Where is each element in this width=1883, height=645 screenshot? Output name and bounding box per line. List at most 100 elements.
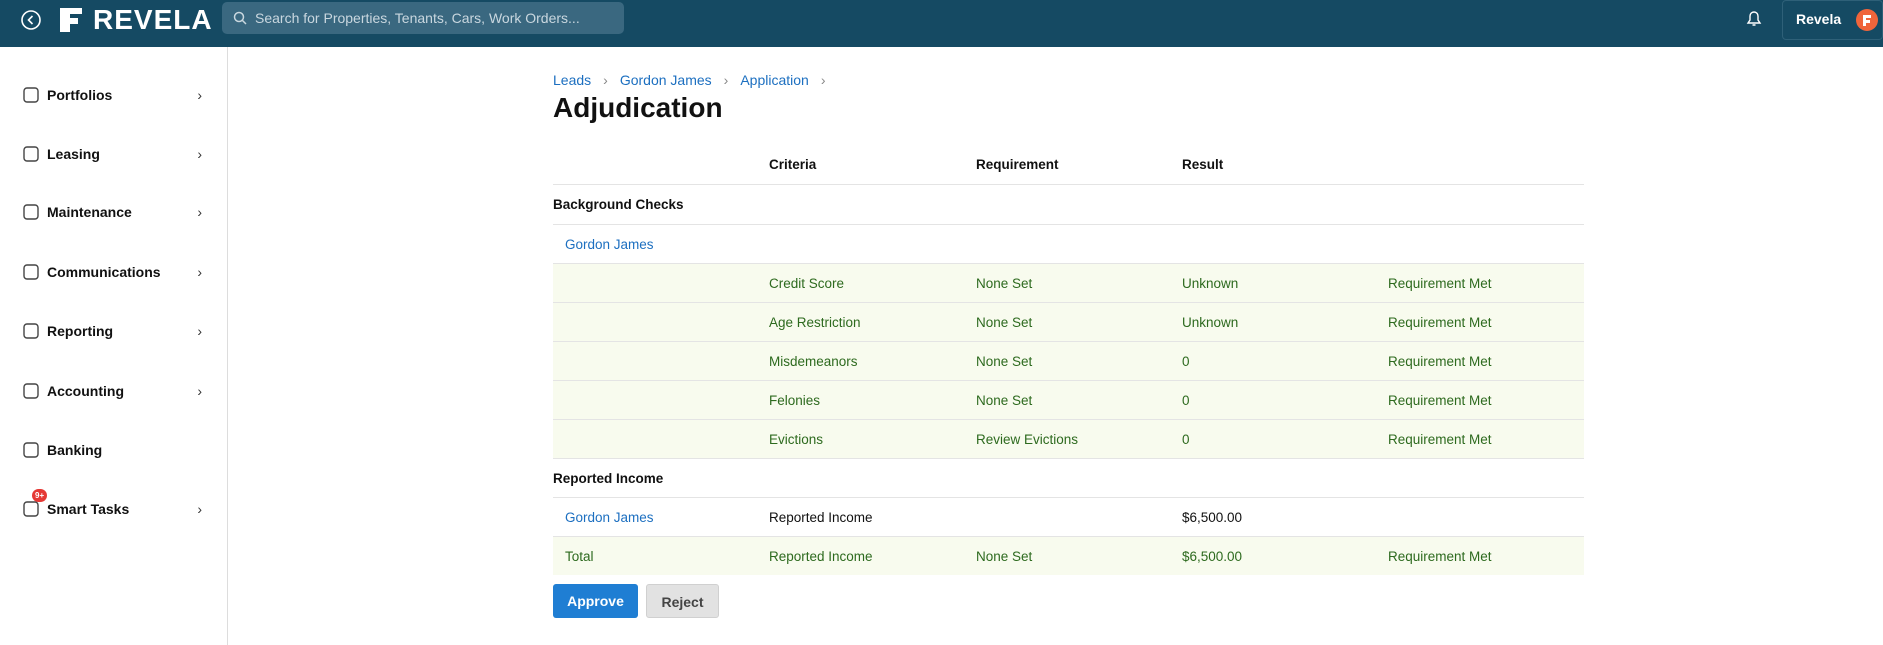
status-cell: Requirement Met	[1388, 393, 1492, 408]
breadcrumb-separator: ›	[723, 72, 729, 88]
nav-icon	[23, 87, 39, 103]
nav-icon	[23, 383, 39, 399]
nav-label: Banking	[47, 442, 103, 458]
table-header: Criteria Requirement Result	[553, 145, 1584, 185]
nav-chevron: ›	[197, 204, 202, 220]
criteria-cell: Reported Income	[769, 510, 873, 525]
nav-chevron: ›	[197, 383, 202, 399]
avatar	[1856, 9, 1878, 31]
table-row: Evictions Review Evictions 0 Requirement Me…	[553, 419, 1584, 458]
user-name: Revela	[1796, 11, 1842, 27]
status-cell: Requirement Met	[1388, 276, 1492, 291]
status-cell: Requirement Met	[1388, 432, 1492, 447]
criteria-cell: Credit Score	[769, 276, 845, 291]
back-button[interactable]	[20, 9, 42, 31]
nav-item[interactable]: Communications ›	[22, 260, 202, 284]
nav-chevron: ›	[197, 323, 202, 339]
search-box[interactable]: Search for Properties, Tenants, Cars, Wo…	[222, 2, 624, 34]
nav-badge: 9+	[32, 489, 48, 502]
user-menu[interactable]: Revela	[1782, 0, 1883, 40]
total-cell: Total	[565, 549, 594, 564]
result-cell: $6,500.00	[1182, 510, 1243, 525]
result-cell: $6,500.00	[1182, 549, 1243, 564]
table-row: Felonies None Set 0 Requirement Met	[553, 380, 1584, 419]
nav-icon	[23, 501, 39, 517]
requirement-cell: None Set	[976, 276, 1033, 291]
table-row: Gordon James	[553, 224, 1584, 263]
result-cell: 0	[1182, 393, 1190, 408]
table-row: Credit Score None Set Unknown Requirement M…	[553, 263, 1584, 302]
nav-label: Reporting	[47, 323, 114, 339]
nav-chevron: ›	[197, 264, 202, 280]
nav-chevron: ›	[197, 87, 202, 103]
requirement-cell: None Set	[976, 549, 1033, 564]
criteria-cell: Age Restriction	[769, 315, 861, 330]
nav-item[interactable]: Banking	[22, 438, 202, 462]
column-header: Requirement	[976, 157, 1059, 172]
table-row: Total Reported Income None Set $6,500.00 Req…	[553, 536, 1584, 575]
reject-button[interactable]: Reject	[646, 584, 719, 618]
notifications-button[interactable]	[1744, 8, 1764, 28]
nav-item[interactable]: Leasing ›	[22, 142, 202, 166]
nav-icon	[23, 204, 39, 220]
breadcrumb-link[interactable]: Application	[740, 72, 809, 88]
requirement-cell: None Set	[976, 354, 1033, 369]
nav-chevron: ›	[197, 501, 202, 517]
approve-button[interactable]: Approve	[553, 584, 638, 618]
sidebar: Portfolios › Leasing › Maintenance › Communica…	[0, 47, 228, 645]
breadcrumb-link[interactable]: Leads	[553, 72, 592, 88]
section-title: Background Checks	[553, 197, 684, 212]
page-title: Adjudication	[553, 92, 723, 123]
applicant-link[interactable]: Gordon James	[565, 237, 654, 252]
nav-label: Smart Tasks	[47, 501, 130, 517]
criteria-cell: Felonies	[769, 393, 821, 408]
nav-item[interactable]: Portfolios ›	[22, 83, 202, 107]
breadcrumb-separator: ›	[603, 72, 608, 88]
nav-item[interactable]: Smart Tasks 9+ ›	[22, 489, 202, 521]
requirement-cell: None Set	[976, 315, 1033, 330]
nav-item[interactable]: Accounting ›	[22, 379, 202, 403]
result-cell: 0	[1182, 432, 1190, 447]
search-icon	[233, 11, 247, 25]
column-header: Criteria	[769, 157, 817, 172]
section-header: Reported Income	[553, 458, 1584, 497]
section-title: Reported Income	[553, 471, 664, 486]
logo-text: REVELA	[93, 4, 213, 35]
nav-icon	[23, 146, 39, 162]
logo-icon	[60, 8, 82, 32]
nav-label: Portfolios	[47, 87, 113, 103]
table-row: Misdemeanors None Set 0 Requirement Met	[553, 341, 1584, 380]
top-bar: REVELA Search for Properties, Tenants, C…	[0, 0, 1883, 47]
result-cell: Unknown	[1182, 276, 1239, 291]
section-header: Background Checks	[553, 185, 1584, 224]
criteria-cell: Evictions	[769, 432, 824, 447]
search-placeholder: Search for Properties, Tenants, Cars, Wo…	[255, 10, 580, 26]
nav-label: Accounting	[47, 383, 124, 399]
result-cell: Unknown	[1182, 315, 1239, 330]
nav-label: Communications	[47, 264, 161, 280]
nav-icon	[23, 323, 39, 339]
applicant-link[interactable]: Gordon James	[565, 510, 654, 525]
nav-icon	[23, 442, 39, 458]
criteria-cell: Reported Income	[769, 549, 873, 564]
breadcrumb-separator: ›	[820, 72, 826, 88]
status-cell: Requirement Met	[1388, 315, 1492, 330]
requirement-cell: Review Evictions	[976, 432, 1079, 447]
status-cell: Requirement Met	[1388, 549, 1492, 564]
nav-chevron: ›	[197, 146, 202, 162]
nav-item[interactable]: Reporting ›	[22, 319, 202, 343]
nav-item[interactable]: Maintenance ›	[22, 200, 202, 224]
nav-label: Leasing	[47, 146, 100, 162]
table-row: Age Restriction None Set Unknown Requiremen…	[553, 302, 1584, 341]
column-header: Result	[1182, 157, 1224, 172]
status-cell: Requirement Met	[1388, 354, 1492, 369]
breadcrumb: Leads › Gordon James › Application ›	[553, 72, 838, 88]
result-cell: 0	[1182, 354, 1190, 369]
breadcrumb-link[interactable]: Gordon James	[619, 72, 712, 88]
nav-icon	[23, 264, 39, 280]
criteria-cell: Misdemeanors	[769, 354, 858, 369]
table-row: Gordon James Reported Income $6,500.00	[553, 497, 1584, 536]
nav-label: Maintenance	[47, 204, 132, 220]
